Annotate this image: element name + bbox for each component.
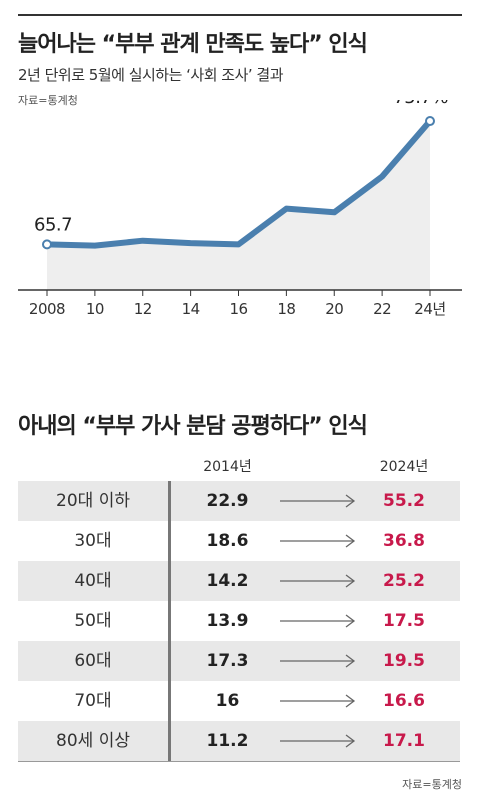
age-group-label: 40대 — [74, 571, 112, 591]
table-row: 50대 13.9 17.5 — [18, 601, 460, 641]
age-group-label: 70대 — [74, 691, 112, 711]
x-tick-label: 2008 — [29, 300, 65, 318]
table-row: 30대 18.6 36.8 — [18, 521, 460, 561]
value-2014: 16 — [215, 691, 240, 711]
data-label-last: 75.7% — [393, 100, 448, 108]
x-tick-label: 20 — [325, 300, 343, 318]
x-tick-label: 12 — [134, 300, 152, 318]
row-divider — [168, 481, 171, 521]
right-arrow-icon — [280, 614, 356, 628]
line-chart: 2008 10 12 14 16 18 20 22 24년 65.7 75.7% — [18, 100, 462, 318]
comparison-table: 20대 이하 22.9 55.2 30대 18.6 36.8 40대 14.2 25.2 50대 1… — [18, 481, 460, 762]
table-row: 80세 이상 11.2 17.1 — [18, 721, 460, 762]
data-point-marker — [42, 239, 52, 250]
value-2024: 36.8 — [383, 531, 425, 551]
source-label-top: 자료=통계청 — [18, 94, 78, 107]
chart-area-fill — [47, 121, 430, 290]
column-header-2024: 2024년 — [379, 459, 429, 475]
age-group-label: 60대 — [74, 651, 112, 671]
chart-subtitle: 2년 단위로 5월에 실시하는 ‘사회 조사’ 결과 — [18, 66, 284, 84]
right-arrow-icon — [280, 574, 356, 588]
source-label-bottom: 자료=통계청 — [402, 778, 462, 791]
age-group-label: 20대 이하 — [56, 491, 130, 511]
value-2024: 17.5 — [383, 611, 425, 631]
top-rule — [18, 14, 462, 16]
data-point-marker — [425, 116, 435, 127]
x-tick-label: 22 — [373, 300, 391, 318]
row-divider — [168, 721, 171, 761]
value-2014: 11.2 — [206, 731, 249, 751]
row-divider — [168, 521, 171, 561]
right-arrow-icon — [280, 694, 356, 708]
value-2024: 17.1 — [383, 731, 425, 751]
table-row: 40대 14.2 25.2 — [18, 561, 460, 601]
x-tick-label: 24년 — [414, 300, 445, 318]
age-group-label: 80세 이상 — [56, 731, 130, 751]
value-2014: 13.9 — [206, 611, 249, 631]
table-row: 20대 이하 22.9 55.2 — [18, 481, 460, 521]
table-row: 60대 17.3 19.5 — [18, 641, 460, 681]
x-tick-label: 10 — [86, 300, 104, 318]
value-2014: 17.3 — [206, 651, 249, 671]
value-2014: 14.2 — [206, 571, 249, 591]
x-tick-label: 14 — [182, 300, 200, 318]
age-group-label: 50대 — [74, 611, 112, 631]
table-row: 70대 16 16.6 — [18, 681, 460, 721]
right-arrow-icon — [280, 734, 356, 748]
chart-title: 늘어나는 “부부 관계 만족도 높다” 인식 — [18, 32, 368, 57]
row-divider — [168, 641, 171, 681]
table-title: 아내의 “부부 가사 분담 공평하다” 인식 — [18, 414, 368, 439]
data-label-first: 65.7 — [34, 214, 72, 235]
value-2014: 18.6 — [206, 531, 249, 551]
value-2024: 16.6 — [383, 691, 425, 711]
value-2024: 25.2 — [383, 571, 425, 591]
x-tick-label: 18 — [277, 300, 295, 318]
row-divider — [168, 681, 171, 721]
row-divider — [168, 601, 171, 641]
row-divider — [168, 561, 171, 601]
right-arrow-icon — [280, 654, 356, 668]
age-group-label: 30대 — [74, 531, 112, 551]
x-tick-label: 16 — [229, 300, 247, 318]
value-2024: 19.5 — [383, 651, 425, 671]
series-line — [44, 118, 433, 249]
right-arrow-icon — [280, 534, 356, 548]
column-header-2014: 2014년 — [203, 459, 252, 475]
value-2024: 55.2 — [383, 491, 425, 511]
right-arrow-icon — [280, 494, 356, 508]
value-2014: 22.9 — [206, 491, 249, 511]
